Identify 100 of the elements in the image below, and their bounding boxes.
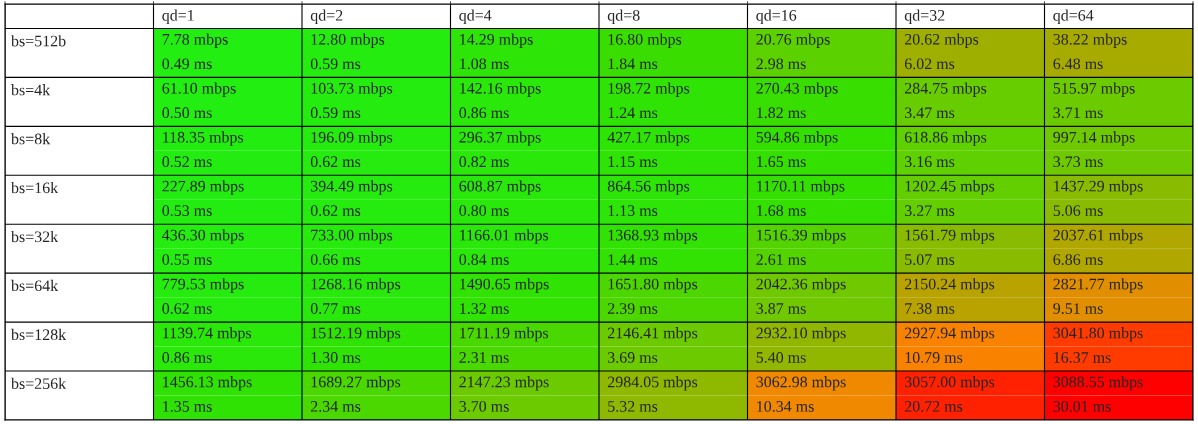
data-label: 2927.94 mbps xyxy=(904,327,995,342)
data-label: 0.49 ms xyxy=(162,58,212,70)
y-tick-label: bs=4k xyxy=(11,84,51,96)
x-tick-label: qd=2 xyxy=(310,9,343,24)
data-label: 1512.19 mbps xyxy=(311,327,401,342)
data-label: 20.62 mbps xyxy=(904,33,979,48)
data-label: 1.44 ms xyxy=(608,254,658,266)
data-label: 3088.55 mbps xyxy=(1053,376,1143,391)
data-label: 0.55 ms xyxy=(162,254,212,266)
x-tick-label: qd=16 xyxy=(756,9,797,24)
data-label: 3.47 ms xyxy=(905,107,955,119)
data-label: 3.71 ms xyxy=(1053,107,1103,119)
data-label: 1651.80 mbps xyxy=(608,278,698,293)
x-tick-label: qd=4 xyxy=(459,9,492,24)
data-label: 618.86 mbps xyxy=(904,131,987,146)
data-label: 270.43 mbps xyxy=(756,82,838,97)
y-tick-label: bs=256k xyxy=(11,377,67,389)
data-label: 1437.29 mbps xyxy=(1054,180,1143,195)
data-label: 0.52 ms xyxy=(162,156,212,168)
data-label: 7.38 ms xyxy=(905,303,955,314)
data-label: 0.77 ms xyxy=(310,303,361,314)
data-label: 427.17 mbps xyxy=(607,131,690,146)
data-label: 1.08 ms xyxy=(460,58,509,70)
data-label: 3041.80 mbps xyxy=(1053,327,1143,342)
data-label: 1.15 ms xyxy=(608,156,658,168)
data-label: 16.37 ms xyxy=(1054,352,1111,363)
data-label: 1202.45 mbps xyxy=(905,180,995,195)
data-label: 5.40 ms xyxy=(756,352,806,363)
data-label: 20.72 ms xyxy=(904,400,963,412)
data-label: 1139.74 mbps xyxy=(163,327,252,342)
data-label: 5.32 ms xyxy=(608,401,658,412)
data-label: 30.01 ms xyxy=(1053,400,1111,412)
data-label: 1490.65 mbps xyxy=(460,278,549,293)
data-label: 2150.24 mbps xyxy=(904,278,995,293)
data-label: 864.56 mbps xyxy=(607,180,690,195)
y-tick-label: bs=32k xyxy=(11,230,59,243)
data-label: 10.79 ms xyxy=(905,352,963,363)
data-label: 0.84 ms xyxy=(459,254,509,266)
data-label: 3.69 ms xyxy=(608,352,658,363)
data-label: 118.35 mbps xyxy=(163,131,244,146)
data-label: 5.07 ms xyxy=(905,254,955,266)
data-label: 5.06 ms xyxy=(1053,205,1103,217)
data-label: 1711.19 mbps xyxy=(460,327,549,342)
data-label: 2.98 ms xyxy=(756,58,806,70)
x-tick-label: qd=8 xyxy=(607,9,640,24)
data-label: 196.09 mbps xyxy=(311,131,393,146)
data-label: 198.72 mbps xyxy=(608,82,690,97)
data-label: 1368.93 mbps xyxy=(608,229,698,244)
data-label: 0.66 ms xyxy=(310,254,361,266)
data-label: 3.73 ms xyxy=(1053,156,1103,168)
data-label: 2.39 ms xyxy=(607,303,658,314)
data-label: 103.73 mbps xyxy=(311,82,393,97)
x-tick-label: qd=32 xyxy=(904,9,945,24)
data-label: 1.30 ms xyxy=(311,352,361,363)
data-label: 2042.36 mbps xyxy=(756,278,846,293)
data-label: 142.16 mbps xyxy=(460,82,541,97)
data-label: 1.24 ms xyxy=(608,107,658,119)
y-tick-label: bs=16k xyxy=(11,181,59,194)
data-label: 1689.27 mbps xyxy=(311,376,401,391)
data-label: 3.27 ms xyxy=(905,205,955,217)
data-label: 296.37 mbps xyxy=(459,131,541,146)
data-label: 1456.13 mbps xyxy=(163,376,252,391)
data-label: 0.62 ms xyxy=(310,205,361,217)
data-label: 7.78 mbps xyxy=(162,33,228,48)
data-label: 1166.01 mbps xyxy=(460,229,549,244)
data-label: 2.34 ms xyxy=(310,401,361,412)
data-label: 12.80 mbps xyxy=(311,33,385,48)
data-label: 1170.11 mbps xyxy=(757,180,845,195)
data-label: 394.49 mbps xyxy=(311,180,393,195)
data-label: 1268.16 mbps xyxy=(311,278,401,293)
data-label: 733.00 mbps xyxy=(311,229,393,244)
data-label: 0.86 ms xyxy=(459,107,509,119)
data-label: 9.51 ms xyxy=(1053,303,1103,314)
data-label: 0.59 ms xyxy=(310,107,361,119)
data-label: 61.10 mbps xyxy=(162,82,236,97)
data-label: 6.48 ms xyxy=(1053,58,1103,70)
data-label: 38.22 mbps xyxy=(1053,33,1127,48)
data-label: 3.70 ms xyxy=(459,400,509,412)
data-label: 1.84 ms xyxy=(608,58,658,70)
data-label: 1561.79 mbps xyxy=(905,229,995,244)
data-label: 3062.98 mbps xyxy=(756,376,846,391)
data-label: 2.31 ms xyxy=(459,352,509,363)
data-label: 2984.05 mbps xyxy=(607,376,698,391)
data-label: 1516.39 mbps xyxy=(757,229,846,244)
data-label: 0.50 ms xyxy=(162,107,212,119)
data-label: 0.86 ms xyxy=(162,352,212,363)
data-label: 594.86 mbps xyxy=(756,131,838,146)
data-label: 1.35 ms xyxy=(163,401,212,412)
data-label: 779.53 mbps xyxy=(162,278,244,293)
data-label: 997.14 mbps xyxy=(1053,131,1135,146)
y-tick-label: bs=512b xyxy=(11,35,66,47)
data-label: 0.62 ms xyxy=(162,303,212,314)
data-label: 0.80 ms xyxy=(459,205,509,217)
data-label: 6.86 ms xyxy=(1053,254,1103,266)
y-tick-label: bs=8k xyxy=(11,133,51,145)
data-label: 10.34 ms xyxy=(757,400,814,412)
data-label: 3.87 ms xyxy=(756,303,806,314)
data-label: 16.80 mbps xyxy=(608,33,682,48)
data-label: 1.65 ms xyxy=(757,156,806,168)
data-label: 0.59 ms xyxy=(310,58,361,70)
